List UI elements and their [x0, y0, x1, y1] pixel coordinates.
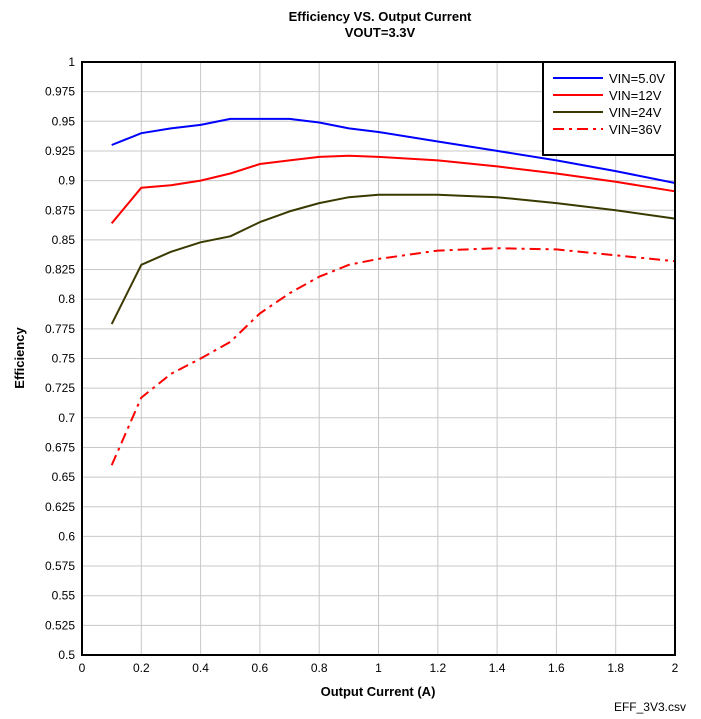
y-tick-label: 0.725: [45, 381, 75, 395]
x-axis-ticks: 0 0.2 0.4 0.6 0.8 1 1.2 1.4 1.6 1.8 2: [79, 661, 679, 675]
x-tick-label: 2: [672, 661, 679, 675]
y-tick-label: 0.7: [58, 411, 75, 425]
plot-area: [81, 61, 676, 656]
y-tick-label: 0.8: [58, 292, 75, 306]
series-line-vin-36v: [110, 247, 676, 466]
x-axis-label: Output Current (A): [321, 684, 436, 699]
legend-label: VIN=12V: [609, 88, 662, 103]
x-tick-label: 0.8: [311, 661, 328, 675]
legend-label: VIN=36V: [609, 122, 662, 137]
x-tick-label: 0: [79, 661, 86, 675]
y-tick-label: 0.55: [52, 589, 76, 603]
y-tick-label: 0.65: [52, 470, 76, 484]
y-tick-label: 0.85: [52, 233, 76, 247]
x-tick-label: 0.4: [192, 661, 209, 675]
y-tick-label: 0.9: [58, 174, 75, 188]
series-line-vin-12v: [110, 154, 676, 224]
y-tick-label: 0.775: [45, 322, 75, 336]
grid-lines: [81, 61, 676, 656]
x-tick-label: 1.6: [548, 661, 565, 675]
x-tick-label: 1.8: [607, 661, 624, 675]
legend: VIN=5.0V VIN=12V VIN=24V VIN=36V: [542, 61, 676, 156]
y-tick-label: 0.75: [52, 352, 76, 366]
series-line-vin-5-0v: [111, 117, 676, 184]
y-tick-label: 0.675: [45, 440, 75, 454]
y-tick-label: 1: [68, 55, 75, 69]
legend-label: VIN=24V: [609, 105, 662, 120]
y-tick-label: 0.6: [58, 529, 75, 543]
x-tick-label: 1: [375, 661, 382, 675]
y-tick-label: 0.575: [45, 559, 75, 573]
y-tick-label: 0.825: [45, 263, 75, 277]
x-tick-label: 1.2: [429, 661, 446, 675]
x-tick-label: 0.6: [252, 661, 269, 675]
y-tick-label: 0.95: [52, 114, 76, 128]
series-line-vin-24v: [110, 193, 676, 325]
x-tick-label: 0.2: [133, 661, 150, 675]
y-tick-label: 0.525: [45, 618, 75, 632]
source-filename: EFF_3V3.csv: [614, 700, 686, 714]
y-tick-label: 0.975: [45, 85, 75, 99]
chart-subtitle: VOUT=3.3V: [345, 25, 416, 40]
y-axis-label: Efficiency: [12, 327, 27, 389]
series-lines: [110, 117, 676, 466]
chart-title: Efficiency VS. Output Current: [289, 9, 472, 24]
legend-label: VIN=5.0V: [609, 71, 665, 86]
y-axis-ticks: 0.5 0.525 0.55 0.575 0.6 0.625 0.65 0.675 0.7 0.7…: [45, 55, 75, 662]
y-tick-label: 0.5: [58, 648, 75, 662]
x-tick-label: 1.4: [489, 661, 506, 675]
y-tick-label: 0.875: [45, 203, 75, 217]
y-tick-label: 0.925: [45, 144, 75, 158]
y-tick-label: 0.625: [45, 500, 75, 514]
